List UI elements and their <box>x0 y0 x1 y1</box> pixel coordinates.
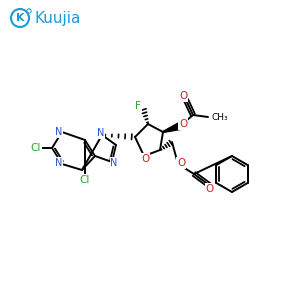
Text: O: O <box>177 158 185 168</box>
Text: N: N <box>55 127 63 137</box>
Text: O: O <box>179 119 187 129</box>
Text: Cl: Cl <box>31 143 41 153</box>
Text: O: O <box>206 184 214 194</box>
Text: N: N <box>110 158 118 168</box>
Text: Cl: Cl <box>80 175 90 185</box>
Text: O: O <box>141 154 149 164</box>
Text: Kuujia: Kuujia <box>34 11 80 26</box>
Text: K: K <box>16 13 24 23</box>
Text: N: N <box>97 128 105 138</box>
Text: N: N <box>55 158 63 168</box>
Text: F: F <box>135 101 141 111</box>
Text: CH₃: CH₃ <box>212 112 229 122</box>
Text: O: O <box>179 91 187 101</box>
Polygon shape <box>163 123 181 133</box>
Text: °: ° <box>28 8 30 14</box>
